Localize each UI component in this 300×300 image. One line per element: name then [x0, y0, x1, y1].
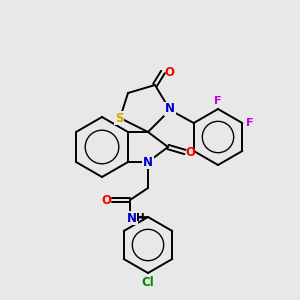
Text: N: N [143, 155, 153, 169]
Text: O: O [185, 146, 195, 158]
Text: F: F [247, 118, 254, 128]
Text: N: N [127, 212, 137, 224]
Text: H: H [136, 213, 144, 223]
Text: O: O [101, 194, 111, 206]
Text: S: S [115, 112, 123, 124]
Text: O: O [164, 65, 174, 79]
Text: F: F [214, 96, 222, 106]
Text: Cl: Cl [142, 275, 154, 289]
Text: N: N [165, 103, 175, 116]
